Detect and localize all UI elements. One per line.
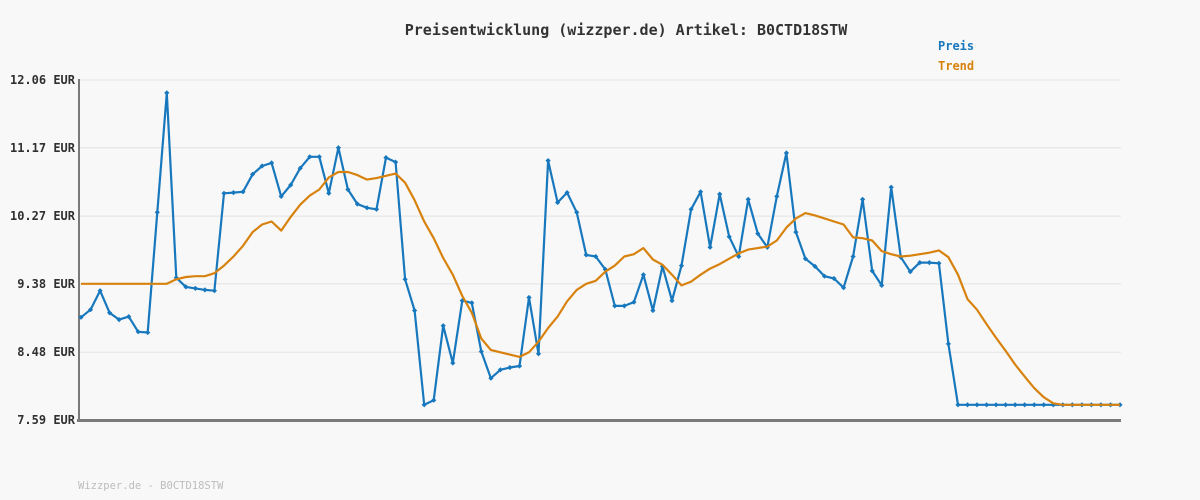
y-tick-label: 11.17 EUR bbox=[9, 140, 75, 155]
chart-title: Preisentwicklung (wizzper.de) Artikel: B… bbox=[404, 21, 848, 39]
y-tick-label: 10.27 EUR bbox=[9, 209, 75, 224]
y-tick-label: 8.48 EUR bbox=[17, 345, 75, 360]
y-tick-label: 9.38 EUR bbox=[17, 276, 75, 291]
trend-line bbox=[81, 170, 1120, 406]
legend: Preis Trend bbox=[938, 40, 974, 80]
legend-item-trend: Trend bbox=[938, 59, 975, 73]
preis-line bbox=[80, 91, 1120, 406]
preis-markers bbox=[78, 90, 1123, 408]
watermark-text: Wizzper.de - B0CTD18STW bbox=[78, 480, 224, 492]
y-tick-label: 12.06 EUR bbox=[9, 73, 75, 87]
y-tick-label: 7.59 EUR bbox=[17, 413, 75, 427]
legend-item-preis: Preis bbox=[938, 39, 975, 53]
